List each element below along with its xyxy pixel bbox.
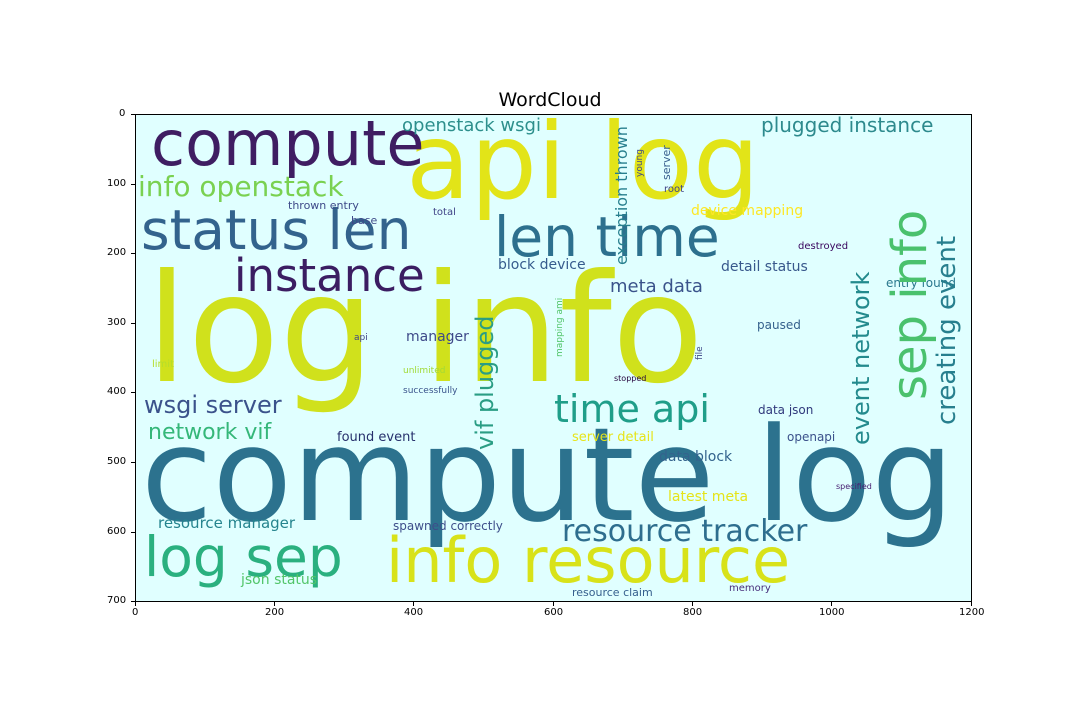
word-wsgi-server: wsgi server [144, 391, 282, 419]
x-tick-label: 200 [265, 607, 285, 618]
word-network-vif: network vif [148, 420, 272, 445]
y-tick-label: 500 [107, 456, 127, 467]
word-plugged-instance: plugged instance [761, 114, 934, 137]
wordcloud-plot-area: log info compute log api log compute inf… [135, 114, 972, 602]
word-limit: limit [152, 359, 174, 370]
y-tick-label: 100 [107, 178, 127, 189]
word-manager: manager [406, 329, 469, 345]
word-sep-info: sep info [882, 209, 938, 400]
word-instance: instance [234, 249, 425, 302]
word-unlimited: unlimited [403, 366, 446, 376]
word-successfully: successfully [403, 386, 458, 396]
word-base: base [351, 214, 378, 227]
x-tick-label: 800 [683, 607, 703, 618]
word-server: server [660, 145, 673, 180]
y-tick-label: 700 [107, 595, 127, 606]
word-spawned-correctly: spawned correctly [393, 519, 503, 533]
word-len-time: len time [494, 205, 720, 269]
word-json-status: json status [241, 572, 318, 588]
word-memory: memory [729, 583, 771, 594]
y-tick-label: 400 [107, 386, 127, 397]
word-device-mapping: device mapping [691, 203, 804, 219]
word-young: young [635, 149, 645, 177]
word-server-detail: server detail [572, 430, 654, 445]
word-thrown-entry: thrown entry [288, 199, 359, 212]
word-openstack-wsgi: openstack wsgi [402, 115, 541, 136]
word-api: api [354, 333, 368, 343]
word-total: total [433, 207, 456, 218]
y-tick-label: 200 [107, 247, 127, 258]
word-data-json: data json [758, 403, 814, 417]
word-exception-thrown: exception thrown [612, 126, 631, 265]
y-tick-label: 0 [119, 108, 126, 119]
word-api-log: api log [406, 114, 760, 223]
word-time-api: time api [554, 387, 710, 431]
word-compute-log: compute log [141, 399, 955, 551]
word-event-network: event network [847, 271, 875, 445]
word-root: root [664, 184, 685, 195]
word-creating-event: creating event [932, 235, 962, 425]
x-tick-label: 400 [404, 607, 424, 618]
word-status-len: status len [141, 198, 412, 262]
x-tick-label: 1000 [819, 607, 845, 618]
word-latest-meta: latest meta [668, 489, 749, 505]
word-info-resource: info resource [386, 524, 791, 597]
word-info-openstack: info openstack [138, 170, 344, 203]
x-tick-label: 1200 [959, 607, 985, 618]
word-paused: paused [757, 318, 801, 332]
word-vif-plugged: vif plugged [471, 315, 499, 450]
x-tick-label: 600 [544, 607, 564, 618]
word-specified: specified [836, 482, 872, 491]
y-tick-label: 600 [107, 526, 127, 537]
word-log-info: log info [146, 243, 704, 417]
word-meta-data: meta data [610, 276, 703, 297]
word-resource-tracker: resource tracker [562, 514, 808, 549]
word-destroyed: destroyed [798, 241, 849, 252]
word-file: file [695, 346, 705, 360]
word-resource-claim: resource claim [572, 586, 653, 599]
word-entry-found: entry found [886, 276, 956, 290]
word-stopped: stopped [614, 374, 647, 383]
word-detail-status: detail status [721, 259, 808, 275]
chart-title: WordCloud [498, 89, 602, 111]
word-data-block: data block [659, 449, 733, 465]
word-mapping-ami: mapping ami [555, 297, 565, 357]
word-compute: compute [151, 114, 425, 180]
word-found-event: found event [337, 430, 416, 445]
word-log-sep: log sep [144, 525, 343, 589]
y-tick-label: 300 [107, 317, 127, 328]
word-openapi: openapi [787, 430, 836, 444]
word-block-device: block device [498, 257, 586, 273]
word-resource-manager: resource manager [158, 514, 296, 532]
x-tick-label: 0 [132, 607, 139, 618]
